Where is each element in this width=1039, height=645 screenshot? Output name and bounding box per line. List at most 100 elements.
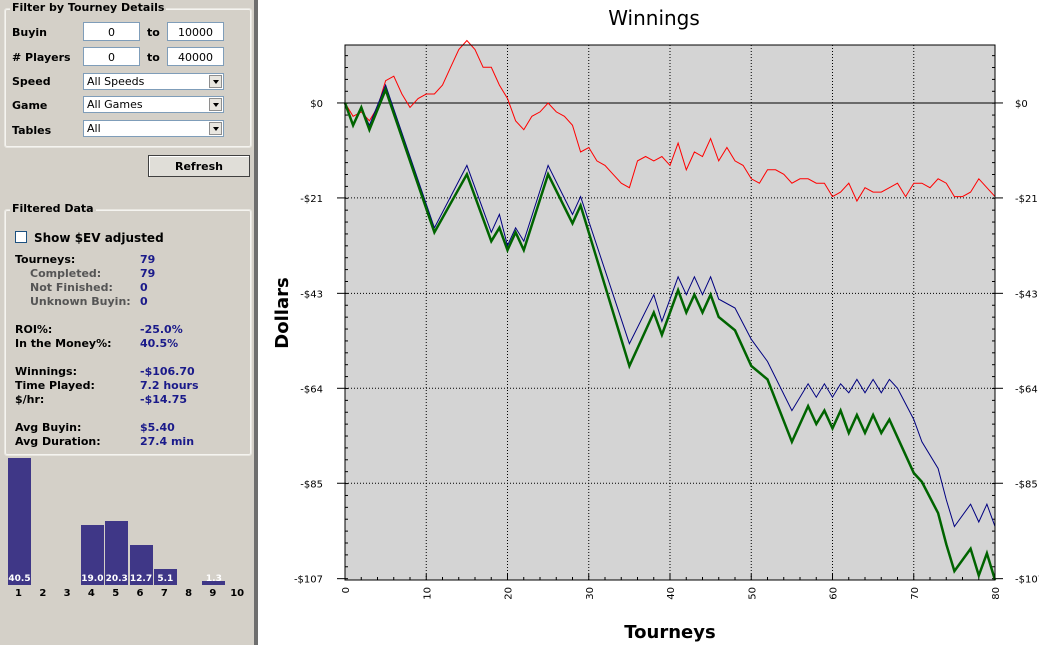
stat-label-unknown-buyin: Unknown Buyin: xyxy=(30,295,131,308)
series-line-1 xyxy=(344,39,996,203)
histogram-bar-label: 20.3 xyxy=(105,574,128,584)
histogram-x-label: 4 xyxy=(87,588,95,599)
histogram-bar xyxy=(202,580,226,585)
y-tick-label-right: $0 xyxy=(1015,99,1028,110)
y-tick-label-left: $0 xyxy=(310,99,323,110)
y-tick-label-left: -$43 xyxy=(300,289,323,300)
y-tick-label-right: -$43 xyxy=(1015,289,1038,300)
stat-value-not-finished: 0 xyxy=(140,281,148,294)
histogram-bar xyxy=(153,569,177,585)
refresh-button[interactable]: Refresh xyxy=(148,155,250,177)
x-tick-label: 10 xyxy=(422,587,433,600)
stat-value-avg-duration: 27.4 min xyxy=(140,435,195,448)
histogram-x-label: 9 xyxy=(209,588,217,599)
game-label: Game xyxy=(12,99,48,112)
histogram-x-label: 1 xyxy=(15,588,22,599)
tables-select[interactable]: All xyxy=(83,120,224,137)
histogram-bar xyxy=(80,525,104,585)
stat-value-winnings: -$106.70 xyxy=(140,365,195,378)
chevron-down-icon[interactable] xyxy=(209,98,222,111)
x-tick-label: 60 xyxy=(829,587,840,600)
histogram-bar xyxy=(129,545,153,585)
stat-value-roi: -25.0% xyxy=(140,323,183,336)
y-tick-label-right: -$85 xyxy=(1015,479,1038,490)
y-tick-label-left: -$64 xyxy=(300,384,323,395)
x-tick-label: 50 xyxy=(747,587,758,600)
winnings-chart: $0 $0 -$21 -$21 -$43 -$43 -$64 -$64 -$85 -$85 -$10… xyxy=(272,6,1039,643)
x-tick-label: 20 xyxy=(504,587,515,600)
game-select[interactable]: All Games xyxy=(83,96,224,113)
buyin-to-label: to xyxy=(147,26,160,39)
x-tick-label: 40 xyxy=(666,587,677,600)
speed-select-value: All Speeds xyxy=(87,75,145,88)
stat-value-completed: 79 xyxy=(140,267,156,280)
x-tick-label: 80 xyxy=(991,587,1002,600)
x-tick-label: 0 xyxy=(341,587,352,593)
histogram-bar-label: 19.0 xyxy=(81,574,104,584)
histogram-x-label: 3 xyxy=(63,588,71,599)
players-to-label: to xyxy=(147,51,160,64)
y-tick-label-right: -$107 xyxy=(1015,575,1039,586)
players-label: # Players xyxy=(12,51,71,64)
stat-label-avg-buyin: Avg Buyin: xyxy=(15,421,82,434)
histogram-x-label: 10 xyxy=(230,588,245,599)
stat-label-time-played: Time Played: xyxy=(15,379,95,392)
filtered-data-group xyxy=(4,209,252,456)
histogram-x-label: 7 xyxy=(160,588,168,599)
chart-title: Winnings xyxy=(608,6,700,30)
ev-adjusted-label: Show $EV adjusted xyxy=(34,231,164,245)
histogram-bar-label: 40.5 xyxy=(8,574,31,584)
y-tick-label-right: -$21 xyxy=(1015,194,1038,205)
stat-label-dollars-per-hour: $/hr: xyxy=(15,393,45,406)
plot-border xyxy=(344,44,996,581)
histogram-bar xyxy=(8,458,31,585)
histogram-x-label: 2 xyxy=(39,588,47,599)
stat-value-tourneys: 79 xyxy=(140,253,156,266)
tables-label: Tables xyxy=(12,124,52,137)
histogram-bar-label: 5.1 xyxy=(157,574,174,584)
panel-divider[interactable] xyxy=(254,0,258,645)
x-tick-label: 70 xyxy=(910,587,921,600)
filter-title: Filter by Tourney Details xyxy=(10,1,167,14)
x-axis-label: Tourneys xyxy=(624,622,715,643)
y-tick-label-left: -$107 xyxy=(294,575,323,586)
stat-value-unknown-buyin: 0 xyxy=(140,295,148,308)
stat-label-winnings: Winnings: xyxy=(15,365,77,378)
sidebar: Filter by Tourney Details Buyin 0 to 100… xyxy=(0,0,254,645)
chevron-down-icon[interactable] xyxy=(209,75,222,88)
histogram-x-label: 5 xyxy=(112,588,120,599)
stat-value-avg-buyin: $5.40 xyxy=(140,421,175,434)
y-tick-label-left: -$21 xyxy=(300,194,323,205)
speed-label: Speed xyxy=(12,75,51,88)
buyin-min-input[interactable]: 0 xyxy=(83,22,140,41)
series-line-3 xyxy=(343,86,997,581)
speed-select[interactable]: All Speeds xyxy=(83,73,224,90)
stat-label-roi: ROI%: xyxy=(15,323,53,336)
ev-adjusted-checkbox[interactable] xyxy=(15,231,27,243)
histogram-bar xyxy=(105,521,129,585)
stat-label-not-finished: Not Finished: xyxy=(30,281,113,294)
chevron-down-icon[interactable] xyxy=(209,122,222,135)
stat-label-completed: Completed: xyxy=(30,267,102,280)
stat-value-dollars-per-hour: -$14.75 xyxy=(140,393,188,406)
filtered-data-title: Filtered Data xyxy=(10,202,96,215)
players-min-input[interactable]: 0 xyxy=(83,47,140,66)
stat-value-time-played: 7.2 hours xyxy=(140,379,199,392)
stat-label-tourneys: Tourneys: xyxy=(15,253,76,266)
series-line-2 xyxy=(344,83,996,528)
y-tick-label-left: -$85 xyxy=(300,479,323,490)
buyin-max-input[interactable]: 10000 xyxy=(167,22,224,41)
y-tick-label-right: -$64 xyxy=(1015,384,1038,395)
histogram-x-label: 8 xyxy=(185,588,193,599)
stat-label-itm: In the Money%: xyxy=(15,337,112,350)
game-select-value: All Games xyxy=(87,98,143,111)
players-max-input[interactable]: 40000 xyxy=(167,47,224,66)
x-tick-label: 30 xyxy=(585,587,596,600)
y-axis-label: Dollars xyxy=(272,277,293,348)
stat-value-itm: 40.5% xyxy=(140,337,179,350)
buyin-label: Buyin xyxy=(12,26,47,39)
histogram-bar-label: 1.3 xyxy=(205,574,222,584)
tables-select-value: All xyxy=(87,122,101,135)
stat-label-avg-duration: Avg Duration: xyxy=(15,435,101,448)
histogram-x-label: 6 xyxy=(136,588,144,599)
